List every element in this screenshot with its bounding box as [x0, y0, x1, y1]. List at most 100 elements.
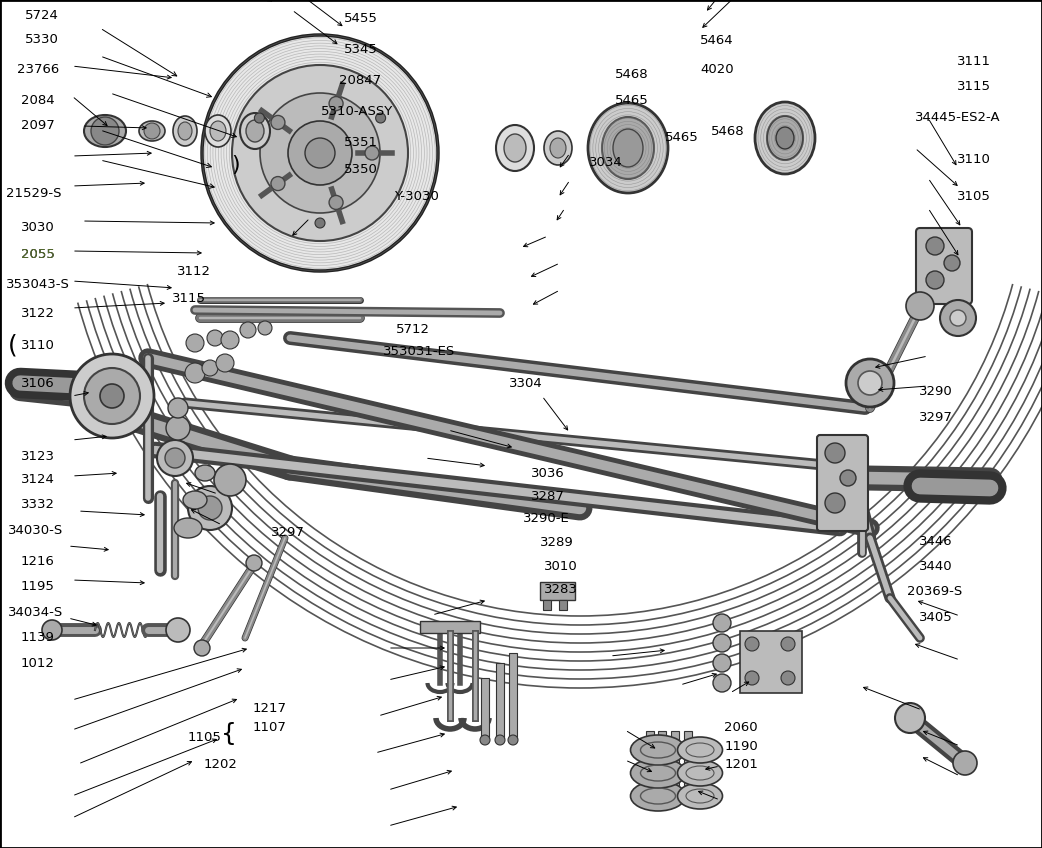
Bar: [481, 678, 489, 738]
Text: 4020: 4020: [700, 63, 734, 76]
Ellipse shape: [550, 138, 566, 158]
Text: 3297: 3297: [919, 410, 953, 424]
Circle shape: [214, 464, 246, 496]
Text: 5724: 5724: [25, 8, 59, 22]
Ellipse shape: [496, 125, 534, 171]
Text: Y-3030: Y-3030: [394, 190, 439, 204]
Text: 3287: 3287: [531, 489, 566, 503]
Text: 2055: 2055: [21, 248, 55, 261]
Circle shape: [168, 398, 188, 418]
Bar: [420, 621, 480, 633]
Circle shape: [185, 363, 205, 383]
Text: 1216: 1216: [21, 555, 55, 568]
Circle shape: [926, 237, 944, 255]
Circle shape: [329, 97, 343, 110]
Circle shape: [895, 703, 925, 733]
Circle shape: [202, 35, 438, 271]
Text: 1195: 1195: [21, 580, 55, 594]
Text: 3110: 3110: [21, 339, 55, 353]
Circle shape: [329, 195, 343, 209]
Text: 3290: 3290: [919, 385, 952, 399]
Text: 3030: 3030: [21, 220, 54, 234]
Circle shape: [232, 65, 408, 241]
Text: 3446: 3446: [919, 534, 952, 548]
Circle shape: [825, 493, 845, 513]
Bar: [496, 663, 504, 738]
Text: 3283: 3283: [544, 583, 578, 596]
Ellipse shape: [178, 122, 192, 140]
Text: {: {: [221, 722, 238, 745]
Ellipse shape: [504, 134, 526, 162]
Text: 3110: 3110: [957, 153, 991, 166]
Circle shape: [258, 321, 272, 335]
Ellipse shape: [602, 117, 654, 179]
Text: 3105: 3105: [957, 190, 991, 204]
Circle shape: [713, 654, 731, 672]
Text: 1105: 1105: [188, 731, 222, 745]
Text: 34445-ES2-A: 34445-ES2-A: [915, 110, 1000, 124]
Text: 5464: 5464: [700, 34, 734, 47]
Ellipse shape: [677, 737, 722, 763]
Text: 34030-S: 34030-S: [8, 523, 64, 537]
Circle shape: [944, 255, 960, 271]
Circle shape: [91, 117, 119, 145]
Circle shape: [713, 614, 731, 632]
Circle shape: [950, 310, 966, 326]
Text: 2084: 2084: [21, 93, 54, 107]
Text: 3440: 3440: [919, 560, 952, 573]
Circle shape: [495, 735, 505, 745]
Text: 1217: 1217: [252, 701, 287, 715]
Circle shape: [144, 123, 160, 139]
Circle shape: [940, 300, 976, 336]
Circle shape: [926, 271, 944, 289]
Text: 1107: 1107: [252, 721, 287, 734]
Ellipse shape: [755, 102, 815, 174]
Ellipse shape: [767, 116, 803, 160]
Ellipse shape: [246, 120, 264, 142]
Text: 20847: 20847: [339, 74, 380, 87]
Circle shape: [305, 138, 334, 168]
Circle shape: [165, 448, 185, 468]
Ellipse shape: [776, 127, 794, 149]
Ellipse shape: [240, 113, 270, 149]
Circle shape: [84, 368, 140, 424]
Circle shape: [271, 115, 284, 130]
Circle shape: [216, 354, 234, 372]
Text: 3290-E: 3290-E: [523, 512, 570, 526]
Text: 3297: 3297: [271, 526, 305, 539]
Ellipse shape: [84, 115, 126, 147]
Text: 3304: 3304: [508, 377, 542, 390]
Circle shape: [375, 113, 386, 123]
Circle shape: [315, 218, 325, 228]
Text: 353031-ES: 353031-ES: [383, 345, 455, 359]
Text: (: (: [8, 334, 18, 358]
Text: 3034: 3034: [589, 156, 622, 170]
Circle shape: [157, 440, 193, 476]
Circle shape: [905, 292, 934, 320]
Bar: [559, 600, 567, 610]
Circle shape: [825, 443, 845, 463]
Text: 5310-ASSY: 5310-ASSY: [321, 105, 393, 119]
Circle shape: [188, 486, 232, 530]
Ellipse shape: [677, 760, 722, 786]
Ellipse shape: [630, 781, 686, 811]
Text: 23766: 23766: [17, 63, 59, 76]
Circle shape: [198, 496, 222, 520]
Text: 3112: 3112: [177, 265, 212, 278]
Text: 5330: 5330: [25, 32, 59, 46]
Circle shape: [713, 674, 731, 692]
Text: 20369-S: 20369-S: [907, 585, 962, 599]
Text: 5351: 5351: [344, 136, 378, 149]
Circle shape: [953, 751, 977, 775]
Circle shape: [254, 113, 265, 123]
Circle shape: [271, 176, 284, 191]
Circle shape: [187, 334, 204, 352]
Text: 1190: 1190: [724, 739, 758, 753]
Text: 3289: 3289: [540, 536, 573, 550]
Text: 3010: 3010: [544, 560, 577, 573]
Text: 1139: 1139: [21, 631, 55, 644]
Ellipse shape: [630, 735, 686, 765]
Ellipse shape: [613, 129, 643, 167]
Circle shape: [508, 735, 518, 745]
Text: 2055: 2055: [21, 248, 55, 261]
